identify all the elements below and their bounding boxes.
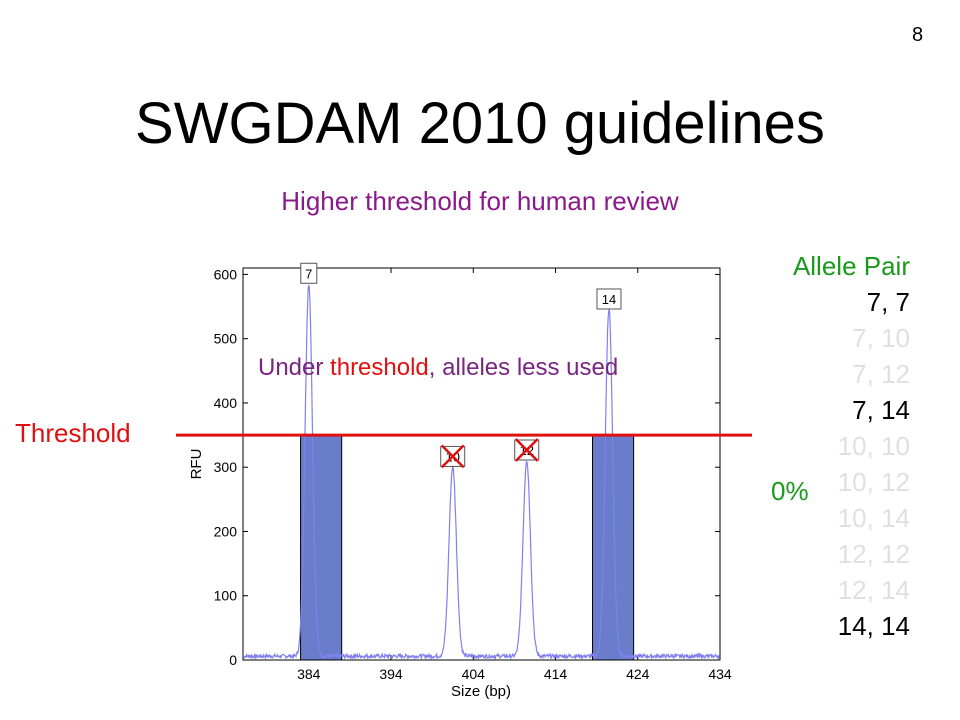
y-tick-label: 200: [214, 523, 238, 539]
x-tick-label: 434: [708, 666, 732, 682]
x-tick-label: 394: [379, 666, 403, 682]
allele-pair-item: 12, 12: [837, 539, 910, 569]
plot-frame: [242, 267, 721, 661]
under-threshold-note: Under threshold, alleles less used: [258, 354, 618, 382]
peak-label-box: [596, 288, 622, 310]
cross-mark: [440, 444, 465, 469]
allele-pair-item: 7, 10: [852, 323, 910, 353]
under-note-threshold-word: threshold: [330, 354, 429, 381]
y-axis-label: RFU: [188, 449, 205, 480]
x-axis-label: Size (bp): [451, 683, 511, 700]
allele-pair-item: 10, 14: [837, 503, 910, 533]
y-tick-label: 300: [214, 459, 238, 475]
cross-mark: [514, 438, 539, 462]
allele-pair-item: 12, 14: [837, 575, 910, 605]
y-tick-label: 100: [214, 588, 238, 604]
allele-pair-item: 14, 14: [837, 611, 910, 641]
slide-title: SWGDAM 2010 guidelines: [135, 91, 825, 156]
y-tick-label: 500: [214, 331, 238, 347]
threshold-label: Threshold: [15, 418, 131, 448]
allele-pair-item: 7, 12: [852, 359, 910, 389]
under-note-part3: , alleles less used: [428, 354, 619, 381]
x-tick-label: 404: [462, 666, 486, 682]
allele-pair-list: Allele Pair 7, 7 7, 10 7, 12 7, 14 10, 1…: [793, 248, 910, 644]
percent-label: 0%: [771, 476, 809, 506]
x-tick-label: 414: [544, 666, 568, 682]
y-tick-label: 400: [214, 395, 238, 411]
threshold-bar: [300, 434, 343, 661]
allele-pair-item: 7, 14: [852, 395, 910, 425]
peak-label-box: [300, 262, 318, 284]
y-tick-label: 0: [229, 652, 237, 668]
x-tick-label: 384: [297, 666, 321, 682]
y-tick-label: 600: [214, 266, 238, 282]
allele-pair-item: 10, 12: [837, 467, 910, 497]
allele-pair-item: 10, 10: [837, 431, 910, 461]
allele-pair-header: Allele Pair: [792, 251, 910, 281]
peak-label: 7: [305, 266, 312, 281]
slide-number: 8: [912, 24, 924, 46]
slide-subtitle: Higher threshold for human review: [281, 186, 679, 216]
signal-trace: [242, 285, 721, 661]
x-tick-label: 424: [626, 666, 650, 682]
allele-pair-item: 7, 7: [866, 287, 910, 317]
under-note-part1: Under: [258, 354, 331, 381]
peak-label: 14: [602, 292, 616, 307]
